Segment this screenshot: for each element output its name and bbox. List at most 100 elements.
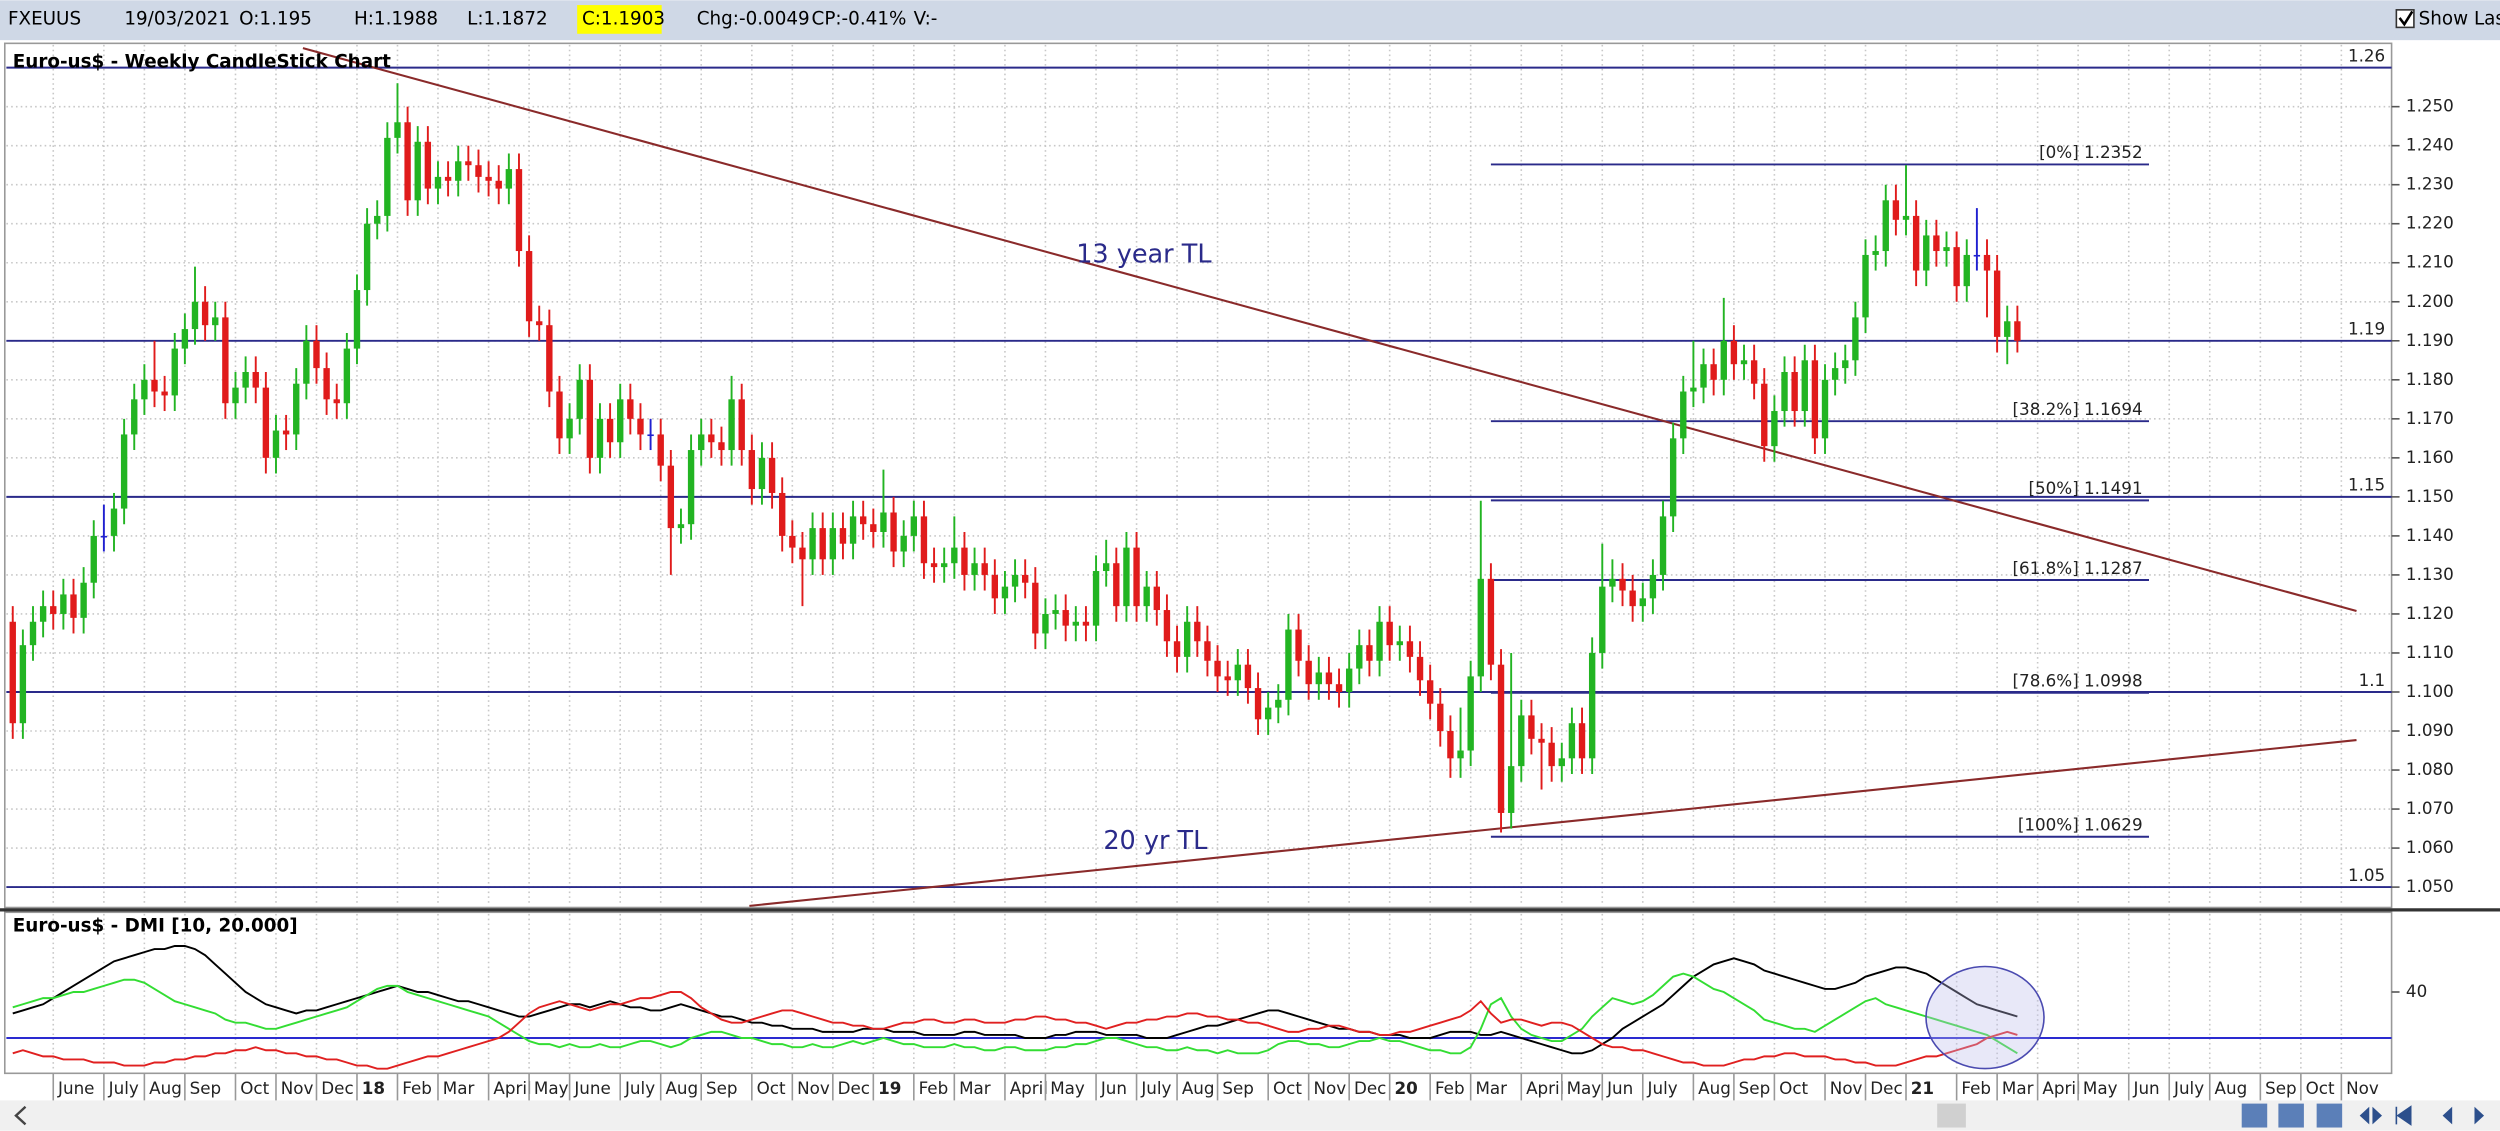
candle-body: [799, 547, 806, 560]
nav-button[interactable]: [2442, 1106, 2485, 1125]
candle-body: [708, 434, 715, 443]
candle-body: [1649, 574, 1657, 599]
x-tick-label: Dec: [838, 1078, 870, 1098]
nav-button[interactable]: [2241, 1103, 2268, 1128]
indicator-panel: [3, 911, 2393, 1075]
candle-body: [910, 516, 918, 536]
y-tick-label: 40: [2406, 981, 2427, 1001]
candle-body: [1285, 629, 1292, 700]
candle-body: [1123, 547, 1130, 607]
fib-label: [100%] 1.0629: [2018, 815, 2143, 835]
candle-body: [1558, 758, 1565, 767]
x-tick-label: July: [624, 1078, 655, 1098]
candle-body: [191, 301, 199, 330]
candle-body: [981, 563, 988, 575]
nav-button[interactable]: [2278, 1103, 2304, 1128]
x-tick-label: April: [2042, 1078, 2080, 1098]
x-tick-label: 19: [878, 1078, 901, 1098]
x-tick-label: April: [493, 1078, 531, 1098]
candle-body: [50, 606, 57, 614]
candle-body: [2004, 321, 2011, 337]
y-tick-label: 1.120: [2406, 603, 2454, 623]
nav-button[interactable]: [2395, 1105, 2412, 1126]
nav-button[interactable]: [2316, 1103, 2343, 1128]
candle-body: [627, 399, 634, 419]
candle-body: [465, 161, 472, 166]
candle-body: [1133, 547, 1140, 607]
x-tick-label: 20: [1394, 1078, 1417, 1098]
candle-body: [1963, 254, 1970, 287]
candle-body: [1933, 235, 1940, 252]
candle-body: [1771, 411, 1778, 447]
candle-body: [1194, 621, 1201, 642]
candle-body: [647, 434, 654, 437]
candle-body: [475, 165, 482, 177]
nav-buttons: [2241, 1103, 2485, 1128]
x-tick-label: June: [573, 1078, 610, 1098]
candle-body: [1518, 715, 1525, 767]
price-panel: [3, 42, 2393, 909]
candle-body: [303, 340, 310, 384]
candle-body: [374, 215, 381, 224]
candle-body: [110, 508, 118, 536]
y-tick-label: 1.140: [2406, 525, 2454, 545]
show-last-checkbox[interactable]: Show Last: [2395, 8, 2500, 29]
show-last-label[interactable]: Show Last: [2419, 8, 2500, 29]
candle-body: [1042, 613, 1049, 634]
candle-body: [1102, 563, 1110, 572]
candle-body: [1538, 738, 1545, 743]
scrollbar[interactable]: [0, 1100, 2500, 1131]
x-tick-label: Mar: [959, 1078, 991, 1098]
candle-body: [1629, 590, 1636, 607]
x-tick-label: Oct: [2306, 1078, 2335, 1098]
candle-body: [1264, 707, 1272, 720]
candle-body: [80, 582, 87, 618]
x-tick-label: Nov: [1313, 1078, 1346, 1098]
candle-body: [1396, 641, 1403, 646]
candle-body: [90, 535, 97, 583]
nav-button[interactable]: [2359, 1106, 2383, 1125]
candle-body: [1831, 368, 1839, 380]
candle-body: [1305, 660, 1312, 685]
candle-body: [1437, 703, 1444, 732]
y-tick-label: 1.230: [2406, 174, 2454, 194]
candle-body: [1062, 610, 1069, 626]
candle-body: [525, 251, 533, 322]
candle-body: [1315, 672, 1322, 685]
candle-body: [444, 176, 452, 181]
candle-body: [1821, 379, 1829, 439]
candle-body: [1426, 680, 1434, 704]
x-tick-label: Aug: [665, 1078, 698, 1098]
candle-body: [1325, 672, 1333, 685]
candle-body: [414, 141, 421, 201]
y-tick-label: 1.180: [2406, 369, 2454, 389]
candle-body: [1507, 766, 1515, 813]
x-tick-label: May: [1567, 1078, 1602, 1098]
candle-body: [434, 176, 442, 189]
candle-body: [1376, 621, 1383, 661]
candle-body: [313, 340, 320, 369]
candle-body: [353, 290, 361, 349]
candle-body: [1578, 723, 1586, 759]
candle-body: [819, 528, 826, 560]
candle-body: [404, 122, 411, 201]
candle-body: [485, 176, 492, 181]
change: Chg:-0.0049: [697, 8, 810, 29]
candle-body: [1295, 629, 1302, 661]
x-tick-label: May: [1050, 1078, 1085, 1098]
candle-body: [141, 379, 148, 400]
x-tick-label: Dec: [1354, 1078, 1386, 1098]
candle-body: [1032, 582, 1039, 634]
candle-body: [596, 418, 604, 458]
candle-body: [870, 524, 877, 532]
candle-body: [667, 465, 675, 529]
candle-body: [232, 387, 239, 404]
x-tick-label: Sep: [2265, 1078, 2297, 1098]
x-tick-label: Mar: [2002, 1078, 2034, 1098]
scroll-left[interactable]: [14, 1105, 27, 1126]
scroll-thumb[interactable]: [1937, 1103, 1966, 1128]
candle-body: [951, 547, 958, 564]
candle-body: [242, 372, 249, 388]
candle-body: [1872, 251, 1879, 255]
